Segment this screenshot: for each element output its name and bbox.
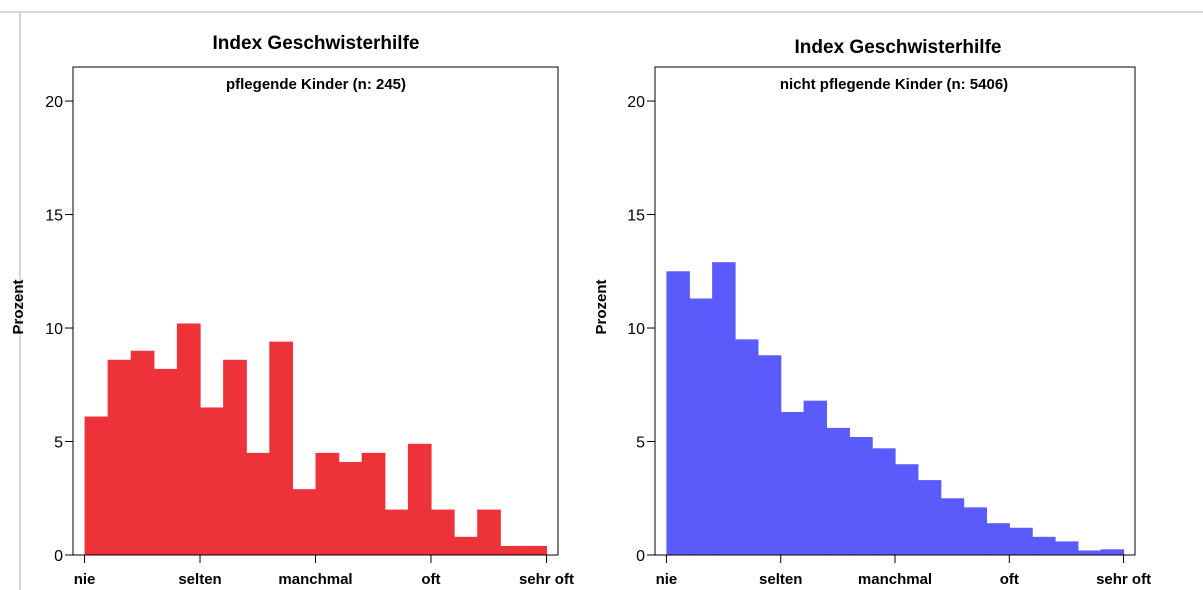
bar-group bbox=[84, 323, 548, 555]
histogram-bar bbox=[735, 339, 759, 555]
histogram-bar bbox=[1055, 541, 1079, 555]
histogram-bar bbox=[292, 489, 317, 555]
histogram-bar bbox=[780, 412, 805, 555]
histogram-bar bbox=[712, 262, 736, 555]
histogram-bar bbox=[666, 271, 690, 555]
plot-area-border bbox=[72, 66, 559, 556]
histogram-bar bbox=[872, 448, 896, 555]
histogram-bar bbox=[477, 509, 501, 555]
histogram-bar bbox=[200, 407, 224, 555]
y-tick-label: 15 bbox=[45, 208, 63, 225]
histogram-bar bbox=[849, 436, 873, 555]
y-tick-label: 5 bbox=[636, 435, 645, 452]
x-tick-label: manchmal bbox=[278, 571, 352, 588]
y-tick-label: 10 bbox=[45, 321, 63, 338]
histogram-bar bbox=[803, 400, 828, 555]
x-tick-label: selten bbox=[759, 571, 802, 588]
x-tick-label: sehr oft bbox=[1096, 571, 1151, 588]
y-tick-label: 5 bbox=[54, 435, 63, 452]
chart-title: Index Geschwisterhilfe bbox=[213, 33, 420, 54]
histogram-bar bbox=[407, 443, 432, 555]
chart-subtitle: pflegende Kinder (n: 245) bbox=[226, 76, 406, 93]
x-tick-label: oft bbox=[1000, 571, 1019, 588]
y-ticks: 0 5 10 15 20 bbox=[45, 94, 73, 565]
histogram-bar bbox=[1077, 550, 1102, 555]
histogram-bar bbox=[826, 427, 850, 555]
x-tick-label: sehr oft bbox=[519, 571, 574, 588]
histogram-bar bbox=[338, 461, 363, 555]
y-tick-label: 20 bbox=[627, 94, 645, 111]
histogram-bar bbox=[689, 298, 713, 555]
chart-subtitle: nicht pflegende Kinder (n: 5406) bbox=[780, 76, 1008, 93]
histogram-bar bbox=[454, 536, 478, 555]
histogram-bar bbox=[430, 509, 455, 555]
x-tick-label: nie bbox=[74, 571, 96, 588]
histogram-bar bbox=[895, 464, 919, 555]
x-ticks: nie selten manchmal oft sehr oft bbox=[656, 555, 1151, 588]
histogram-bar bbox=[917, 480, 942, 555]
histogram-bar bbox=[176, 323, 201, 555]
histogram-bar bbox=[523, 545, 548, 555]
histogram-bar bbox=[107, 359, 132, 555]
y-tick-label: 20 bbox=[45, 94, 63, 111]
histogram-bar bbox=[1009, 527, 1033, 555]
histogram-bar bbox=[246, 452, 270, 555]
x-tick-label: manchmal bbox=[858, 571, 932, 588]
histogram-bar bbox=[130, 350, 155, 555]
x-tick-label: nie bbox=[656, 571, 678, 588]
histogram-bar bbox=[361, 452, 386, 555]
histogram-bar bbox=[940, 498, 965, 555]
histogram-bar bbox=[384, 509, 409, 555]
y-tick-label: 0 bbox=[636, 548, 645, 565]
bar-group bbox=[666, 262, 1125, 555]
histogram-bar bbox=[986, 523, 1010, 555]
histogram-bar bbox=[1032, 536, 1056, 555]
histogram-bar bbox=[1100, 549, 1125, 555]
y-tick-label: 10 bbox=[627, 321, 645, 338]
y-tick-label: 0 bbox=[54, 548, 63, 565]
histogram-bar bbox=[269, 341, 294, 555]
plot-area-border bbox=[654, 66, 1136, 556]
histogram-bar bbox=[153, 368, 178, 555]
histogram-bar bbox=[223, 359, 247, 555]
y-axis-label: Prozent bbox=[10, 279, 27, 334]
y-axis-label: Prozent bbox=[593, 279, 610, 334]
histogram-bar bbox=[963, 507, 988, 555]
histogram-bar bbox=[84, 416, 109, 555]
y-ticks: 0 5 10 15 20 bbox=[627, 94, 655, 565]
histogram-bar bbox=[500, 545, 524, 555]
chart-nicht-pflegende-kinder: Index Geschwisterhilfe nicht pflegende K… bbox=[593, 37, 1151, 588]
histogram-bar bbox=[757, 355, 782, 555]
x-tick-label: selten bbox=[178, 571, 221, 588]
histogram-bar bbox=[315, 452, 340, 555]
chart-title: Index Geschwisterhilfe bbox=[795, 37, 1002, 58]
y-tick-label: 15 bbox=[627, 208, 645, 225]
x-tick-label: oft bbox=[421, 571, 440, 588]
x-ticks: nie selten manchmal oft sehr oft bbox=[74, 555, 574, 588]
chart-pflegende-kinder: Index Geschwisterhilfe pflegende Kinder … bbox=[10, 33, 574, 588]
